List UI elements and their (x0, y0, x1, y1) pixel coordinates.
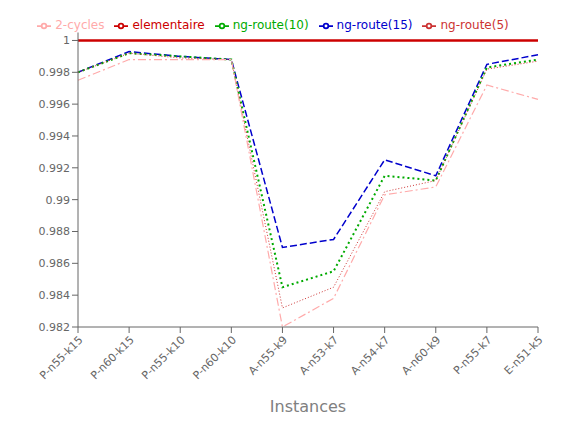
svg-text:0.996: 0.996 (39, 98, 71, 111)
svg-text:0.986: 0.986 (39, 257, 71, 270)
svg-text:0.988: 0.988 (39, 225, 71, 238)
svg-text:0.994: 0.994 (39, 130, 71, 143)
html-text:elementaire: elementaire (132, 18, 205, 32)
svg-text:P-n60-k15: P-n60-k15 (88, 333, 137, 382)
svg-text:P-n55-k10: P-n55-k10 (139, 333, 188, 382)
svg-text:E-n51-k5: E-n51-k5 (502, 333, 546, 377)
svg-text:Instances: Instances (270, 397, 346, 416)
html-text:ng-route(10): ng-route(10) (232, 18, 309, 32)
svg-text:0.99: 0.99 (46, 194, 71, 207)
svg-text:A-n53-k7: A-n53-k7 (297, 333, 341, 377)
svg-text:P-n60-k10: P-n60-k10 (190, 333, 239, 382)
svg-text:0.998: 0.998 (39, 66, 71, 79)
svg-text:1: 1 (63, 34, 70, 47)
svg-text:0.982: 0.982 (39, 321, 71, 334)
html-text:ng-route(15): ng-route(15) (336, 18, 413, 32)
svg-text:A-n60-k9: A-n60-k9 (399, 333, 443, 377)
html-text:ng-route(5): ng-route(5) (440, 18, 509, 32)
svg-text:P-n55-k15: P-n55-k15 (37, 333, 86, 382)
svg-text:0.984: 0.984 (39, 289, 71, 302)
svg-text:A-n54-k7: A-n54-k7 (348, 333, 392, 377)
svg-text:0.992: 0.992 (39, 162, 71, 175)
svg-text:P-n55-k7: P-n55-k7 (451, 333, 495, 377)
svg-text:A-n55-k9: A-n55-k9 (246, 333, 290, 377)
html-text:2-cycles: 2-cycles (55, 18, 105, 32)
